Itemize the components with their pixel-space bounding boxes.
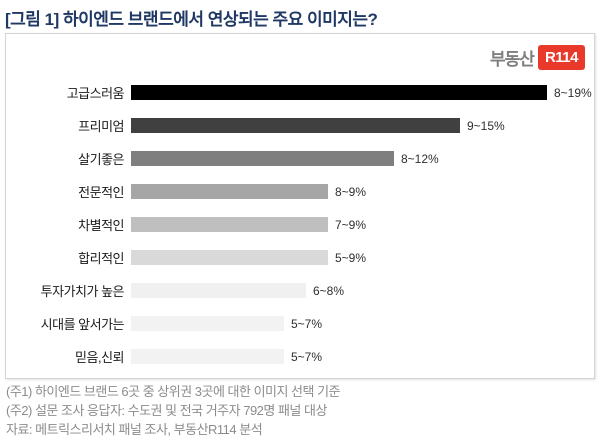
value-label: 8~12% — [401, 151, 439, 166]
logo-text: 부동산 — [490, 50, 535, 69]
footnote-1: (주1) 하이엔드 브랜드 6곳 중 상위권 3곳에 대한 이미지 선택 기준 — [6, 384, 341, 399]
chart-row: 살기좋은 8~12% — [6, 142, 594, 175]
category-label: 투자가치가 높은 — [40, 284, 125, 299]
chart-row: 믿음,신뢰 5~7% — [6, 340, 594, 373]
chart-rows: 고급스러움 8~19% 프리미엄 9~15% 살기좋은 8~12% 전문적인 8~9% 차별적인… — [6, 76, 594, 373]
bar-segment — [131, 349, 284, 364]
chart-row: 투자가치가 높은 6~8% — [6, 274, 594, 307]
category-label: 믿음,신뢰 — [75, 350, 124, 365]
footnotes: (주1) 하이엔드 브랜드 6곳 중 상위권 3곳에 대한 이미지 선택 기준 … — [6, 382, 594, 439]
value-label: 5~9% — [335, 250, 367, 265]
chart-title: [그림 1] 하이엔드 브랜드에서 연상되는 주요 이미지는? — [5, 10, 378, 29]
chart-row: 시대를 앞서가는 5~7% — [6, 307, 594, 340]
chart-area: 부동산 R114 고급스러움 8~19% 프리미엄 9~15% 살기좋은 8~12% 전문적… — [5, 33, 595, 379]
value-label: 5~7% — [291, 349, 323, 364]
category-label: 프리미엄 — [78, 119, 124, 134]
bar-segment — [131, 283, 306, 298]
category-label: 시대를 앞서가는 — [40, 317, 125, 332]
chart-row: 전문적인 8~9% — [6, 175, 594, 208]
value-label: 8~9% — [335, 184, 367, 199]
chart-row: 고급스러움 8~19% — [6, 76, 594, 109]
value-label: 8~19% — [554, 85, 592, 100]
bar-segment — [131, 184, 328, 199]
bar-segment — [131, 250, 328, 265]
category-label: 고급스러움 — [66, 86, 125, 101]
bar-segment — [131, 316, 284, 331]
footnote-source: 자료: 메트릭스리서치 패널 조사, 부동산R114 분석 — [6, 422, 263, 437]
category-label: 살기좋은 — [78, 152, 124, 167]
bar-segment — [131, 217, 328, 232]
bar-segment — [131, 151, 394, 166]
category-label: 합리적인 — [78, 251, 124, 266]
r114-logo: 부동산 R114 — [490, 45, 585, 70]
chart-row: 차별적인 7~9% — [6, 208, 594, 241]
logo-badge: R114 — [537, 45, 585, 70]
value-label: 7~9% — [335, 217, 367, 232]
value-label: 6~8% — [313, 283, 345, 298]
chart-row: 합리적인 5~9% — [6, 241, 594, 274]
bar-segment — [131, 118, 460, 133]
bar-segment — [131, 85, 547, 100]
footnote-2: (주2) 설문 조사 응답자: 수도권 및 전국 거주자 792명 패널 대상 — [6, 403, 327, 418]
value-label: 5~7% — [291, 316, 323, 331]
category-label: 전문적인 — [78, 185, 124, 200]
category-label: 차별적인 — [78, 218, 124, 233]
chart-row: 프리미엄 9~15% — [6, 109, 594, 142]
value-label: 9~15% — [467, 118, 505, 133]
